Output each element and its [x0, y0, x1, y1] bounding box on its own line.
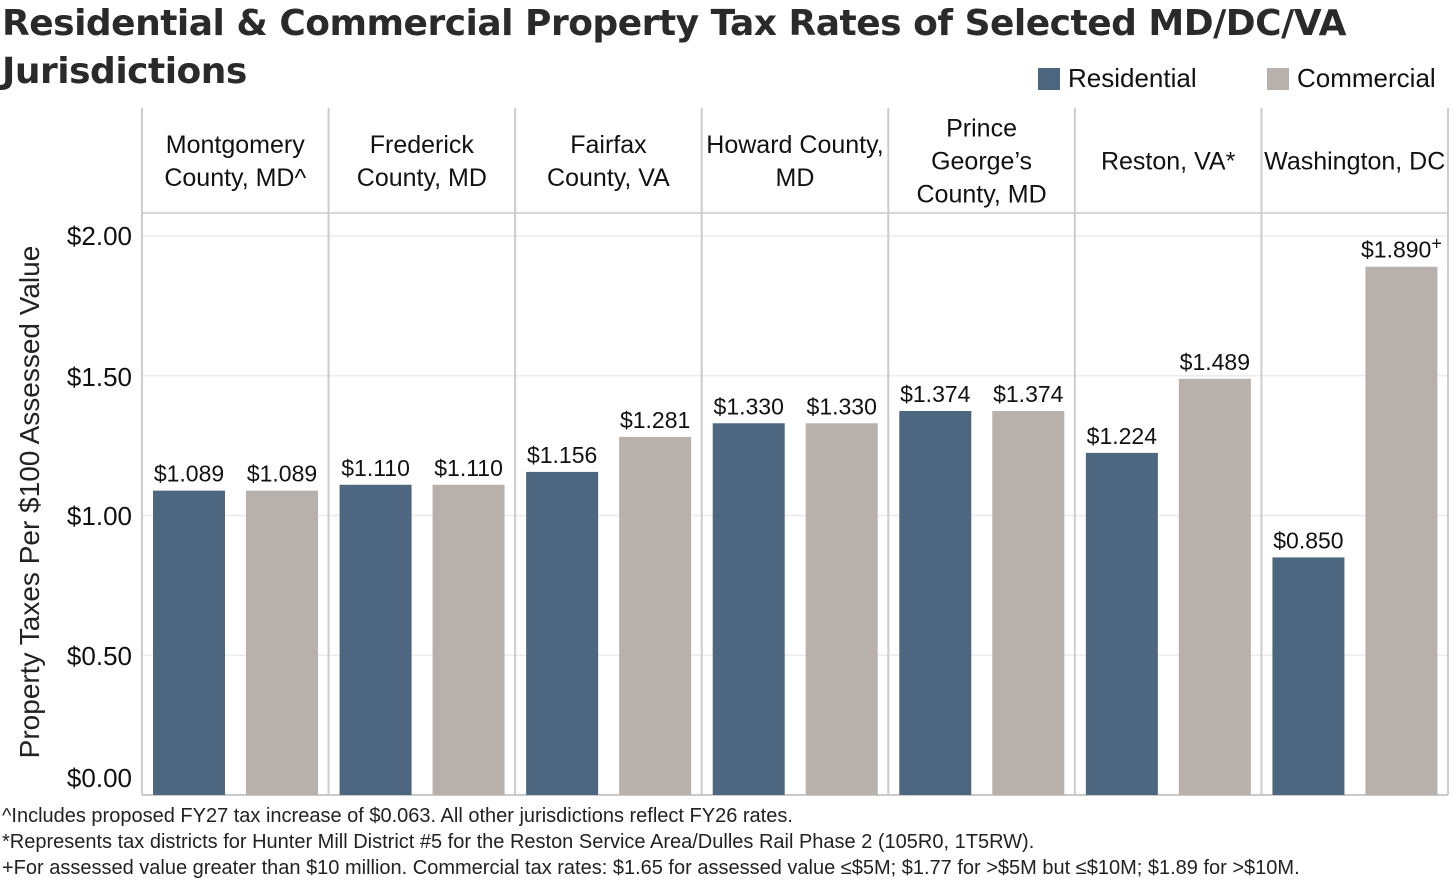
category-label: Howard County, MD: [706, 131, 883, 192]
data-label: $1.110: [434, 455, 503, 481]
data-label: $1.110: [341, 455, 410, 481]
bar-residential: [712, 423, 785, 795]
y-tick: $1.50: [66, 362, 132, 392]
bar-residential: [153, 490, 225, 795]
data-label: $1.489: [1180, 349, 1250, 375]
category-label: Montgomery County, MD^: [164, 131, 306, 192]
data-label: $1.281: [620, 407, 690, 433]
legend-commercial: Commercial: [1267, 63, 1436, 94]
data-label: $1.890+: [1361, 234, 1442, 263]
data-label: $1.089: [154, 461, 224, 487]
category-label: Fairfax County, VA: [547, 131, 670, 192]
bar-residential: [1085, 452, 1158, 795]
data-label: $1.089: [247, 461, 317, 487]
bar-commercial: [619, 436, 692, 795]
bar-residential: [339, 484, 412, 795]
category-label: Washington, DC: [1264, 148, 1445, 176]
footnote: +For assessed value greater than $10 mil…: [2, 857, 1300, 879]
legend-swatch-commercial: [1267, 67, 1289, 90]
legend-label: Residential: [1068, 63, 1197, 93]
bar-commercial: [992, 410, 1065, 795]
legend-residential: Residential: [1038, 63, 1197, 94]
data-label: $1.330: [807, 393, 877, 419]
bar-residential: [899, 410, 972, 795]
bar-commercial: [246, 490, 318, 795]
category-label: Prince George’s County, MD: [917, 115, 1047, 209]
data-label: $0.850: [1273, 527, 1343, 553]
footnote: ^Includes proposed FY27 tax increase of …: [2, 805, 793, 827]
bar-commercial: [1365, 266, 1438, 795]
legend-label: Commercial: [1297, 63, 1436, 93]
bar-commercial: [432, 484, 505, 795]
data-label: $1.156: [527, 442, 597, 468]
legend-swatch-residential: [1038, 67, 1060, 90]
bar-commercial: [1178, 378, 1251, 795]
category-label: Frederick County, MD: [357, 131, 487, 192]
y-tick: $0.50: [66, 641, 132, 671]
footnote: *Represents tax districts for Hunter Mil…: [2, 831, 1035, 853]
data-label: $1.330: [714, 393, 784, 419]
bar-residential: [526, 471, 599, 795]
chart-title: Residential & Commercial Property Tax Ra…: [2, 3, 1347, 92]
data-label: $1.374: [993, 381, 1064, 407]
y-tick: $2.00: [66, 221, 132, 251]
data-label: $1.374: [900, 381, 971, 407]
y-tick: $1.00: [66, 501, 132, 531]
bar-commercial: [805, 423, 878, 795]
data-label: $1.224: [1087, 423, 1158, 449]
category-label: Reston, VA*: [1101, 148, 1236, 176]
bar-residential: [1272, 557, 1345, 795]
y-tick: $0.00: [66, 763, 132, 793]
